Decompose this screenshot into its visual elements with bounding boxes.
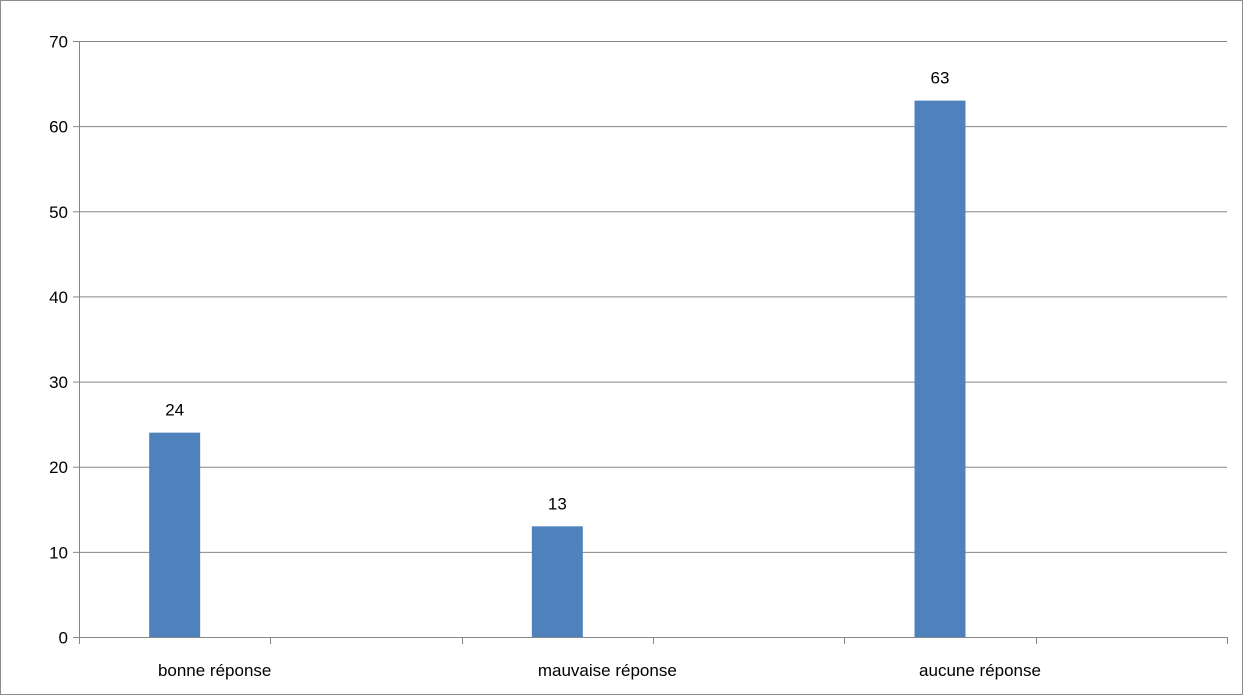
data-label: 24 (165, 401, 184, 420)
gridlines (79, 41, 1227, 553)
axes (73, 41, 1228, 644)
category-label: mauvaise réponse (538, 661, 677, 680)
bar (531, 526, 583, 637)
y-tick-label: 50 (49, 203, 68, 222)
bars (149, 100, 966, 638)
y-tick-label: 40 (49, 288, 68, 307)
category-label: bonne réponse (158, 661, 271, 680)
y-tick-label: 70 (49, 33, 68, 52)
y-tick-label: 10 (49, 543, 68, 562)
y-tick-label: 30 (49, 373, 68, 392)
data-label: 63 (931, 69, 950, 88)
y-tick-label: 60 (49, 118, 68, 137)
y-tick-label: 20 (49, 458, 68, 477)
category-label: aucune réponse (919, 661, 1041, 680)
labels: 0 10 20 30 40 50 60 70 24 bonne réponse 13 mauvaise… (49, 33, 1041, 681)
bar (149, 432, 201, 637)
y-tick-label: 0 (59, 629, 68, 648)
bar (914, 100, 966, 638)
data-label: 13 (548, 494, 567, 513)
